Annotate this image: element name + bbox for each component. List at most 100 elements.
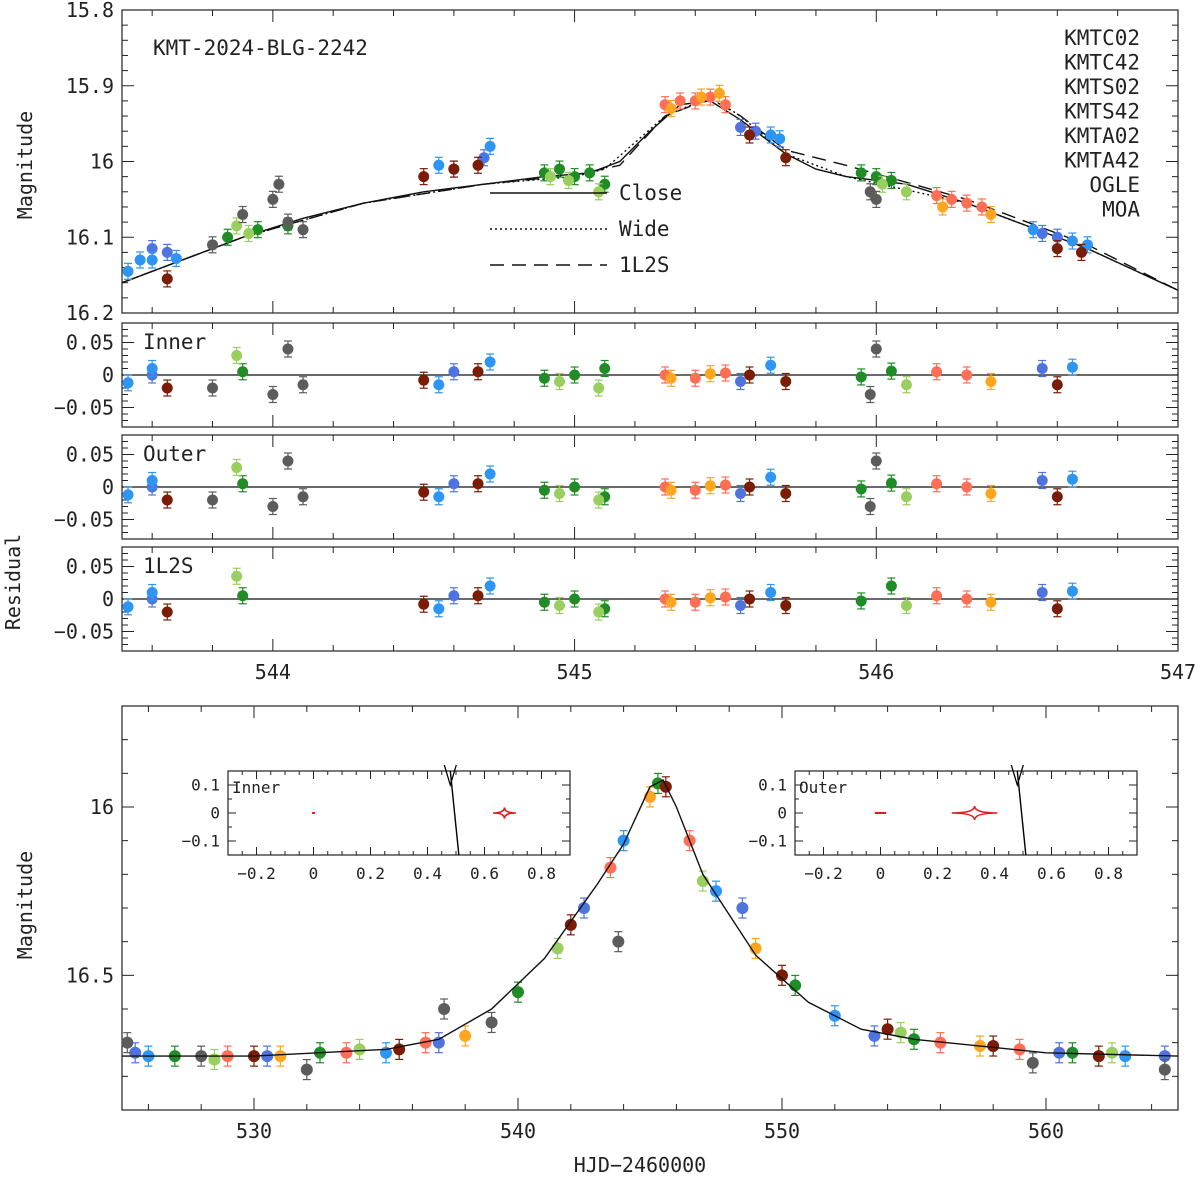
residual-inner-point-kmta42 [900,379,912,391]
top-point-moa [267,193,279,205]
residual-1l2s-ytick-label: −0.05 [54,620,114,644]
top-point-ogle [448,163,460,175]
residual-1l2s-xtick-label: 546 [858,660,894,684]
residual-1l2s-point-kmtc02 [735,600,747,611]
bottom-point-ogle [1092,1050,1105,1063]
inset-outer-ytick-label: 0 [777,804,787,823]
residual-outer-point-ogle [1051,491,1063,503]
residual-1l2s-point-kmts02 [961,593,973,605]
residual-outer-point-kmtc42 [146,475,158,486]
bottom-point-kmta42 [208,1053,221,1066]
residual-ylabel: Residual [1,534,25,630]
top-point-kmts02 [674,95,686,107]
residual-1l2s-panel: 0.05 0 −0.05 544 545 546 547 1L2S [54,546,1196,684]
inset-inner-planetary-caustic [493,807,516,819]
event-label: KMT-2024-BLG-2242 [153,36,368,60]
bottom-point-kmtc42 [1119,1050,1132,1063]
top-point-ogle [780,152,792,164]
top-point-kmts02 [719,99,731,111]
residual-inner-point-kmtc42 [433,379,445,391]
residual-outer-point-kmts42 [704,480,716,492]
top-point-ogle [161,273,173,285]
top-point-ogle [418,171,430,183]
top-point-kmtc02 [735,121,747,133]
residual-outer-point-kmtc42 [122,489,134,501]
top-point-kmts42 [695,91,707,103]
residual-outer-point-kmta02 [569,481,581,493]
model-legend-label-1l2s: 1L2S [619,253,670,277]
bottom-xtick-label: 540 [500,1119,536,1143]
residual-inner-point-kmtc42 [122,377,134,389]
residual-inner-point-kmtc42 [1066,361,1078,373]
bottom-point-kmtc02 [736,902,749,914]
residual-inner-panel: 0.05 0 −0.05 Inner [54,322,1179,428]
residual-inner-point-moa [267,389,279,400]
top-point-kmts02 [976,201,988,213]
top-point-kmta42 [231,220,243,232]
legend-entry-kmtc42: KMTC42 [1064,51,1140,75]
residual-outer-point-moa [267,501,279,512]
top-ylabel: Magnitude [13,111,37,219]
residual-outer-point-kmta42 [593,494,605,506]
residual-inner-point-kmts42 [985,376,997,387]
residual-outer-ytick-label: −0.05 [54,508,114,532]
residual-inner-point-kmtc02 [1036,363,1048,374]
bottom-point-moa [438,1003,451,1015]
residual-outer-point-ogle [780,488,792,499]
residual-1l2s-point-kmta42 [231,570,243,582]
top-point-kmtc02 [478,152,490,164]
top-point-ogle [1051,243,1063,255]
residual-inner-label: Inner [143,330,206,354]
inset-inner-trajectory-arrow [443,764,457,788]
bottom-model-line [122,779,1179,1057]
residual-1l2s-point-kmta42 [553,600,565,611]
plot-panels: 15.8 15.9 16 16.1 16.2 KMTC02KMTC42KMTS02KMTS… [54,0,1196,1143]
bottom-xtick-label: 550 [764,1119,800,1143]
residual-1l2s-point-kmts42 [985,596,997,608]
residual-outer-point-kmtc02 [1036,475,1048,486]
residual-1l2s-point-kmts02 [931,590,943,602]
top-point-kmtc42 [765,129,777,141]
residual-1l2s-point-ogle [780,600,792,611]
legend-entry-kmtc02: KMTC02 [1064,26,1140,50]
top-point-kmtc42 [774,133,786,145]
model-legend-label-wide: Wide [619,217,670,241]
residual-1l2s-point-kmtc02 [448,590,460,602]
residual-inner-point-ogle [1051,379,1063,391]
inset-outer: 0.1 0 −0.1 −0.2 0 0.2 0.4 0.6 0.8 Outer [748,764,1138,883]
residual-inner-point-kmta02 [599,363,611,374]
residual-outer-point-kmta42 [231,462,243,473]
bottom-point-ogle [393,1043,406,1056]
top-panel: 15.8 15.9 16 16.1 16.2 KMTC02KMTC42KMTS02KMTS… [66,0,1179,325]
residual-outer-point-moa [870,455,882,467]
residual-inner-point-kmts02 [931,366,943,378]
top-point-kmts42 [713,87,725,99]
top-point-moa [273,178,285,190]
residual-1l2s-point-kmta02 [569,593,581,605]
residual-inner-point-ogle [744,369,756,381]
residual-1l2s-point-kmtc42 [433,603,445,615]
residual-outer-point-kmts02 [719,479,731,491]
top-point-kmtc42 [1081,239,1093,251]
legend-entry-kmts42: KMTS42 [1064,100,1140,124]
top-ytick-label: 16 [90,150,114,174]
residual-inner-ytick-label: −0.05 [54,396,114,420]
top-point-kmtc42 [433,159,445,171]
residual-inner-point-kmta02 [855,371,867,383]
residual-outer-point-kmts02 [961,481,973,493]
top-point-moa [237,209,249,221]
legend-entry-kmts02: KMTS02 [1064,75,1140,99]
residual-outer-ytick-label: 0 [102,475,114,499]
top-point-kmta02 [584,167,596,179]
residual-outer-point-moa [207,494,219,506]
residual-1l2s-point-ogle [418,598,430,610]
bottom-point-moa [1158,1063,1171,1076]
residual-1l2s-point-kmts02 [719,591,731,603]
top-point-kmtc42 [484,140,496,152]
top-point-kmts02 [961,197,973,209]
top-ytick-label: 15.9 [66,74,114,98]
residual-outer-point-moa [297,491,309,503]
residual-1l2s-point-kmtc42 [765,587,777,598]
residual-1l2s-point-kmts42 [665,596,677,608]
